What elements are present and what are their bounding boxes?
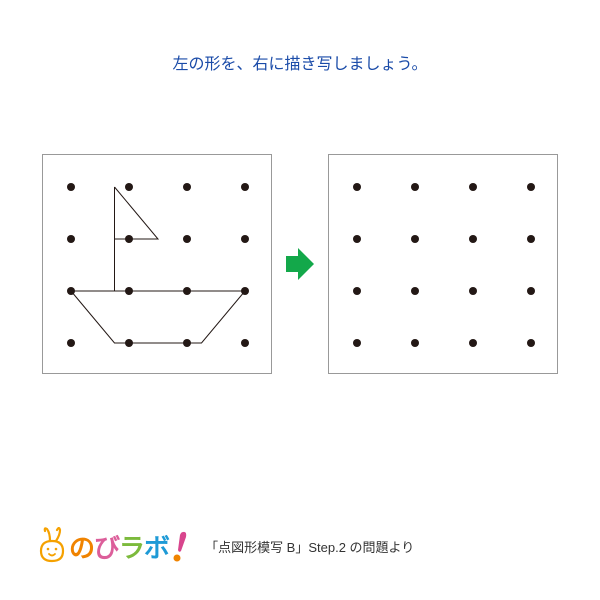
bunny-icon [35,527,69,565]
arrow-icon [284,244,316,284]
brand-logo: のびラボ [35,527,193,565]
exclaim-icon [169,529,193,563]
grids-container [0,154,600,374]
brand-name: のびラボ [69,528,169,565]
source-caption: 「点図形模写 B」Step.2 の問題より [205,537,414,556]
footer: のびラボ 「点図形模写 B」Step.2 の問題より [35,527,414,565]
instruction-text: 左の形を、右に描き写しましょう。 [0,0,600,74]
right-grid [328,154,558,374]
left-grid [42,154,272,374]
